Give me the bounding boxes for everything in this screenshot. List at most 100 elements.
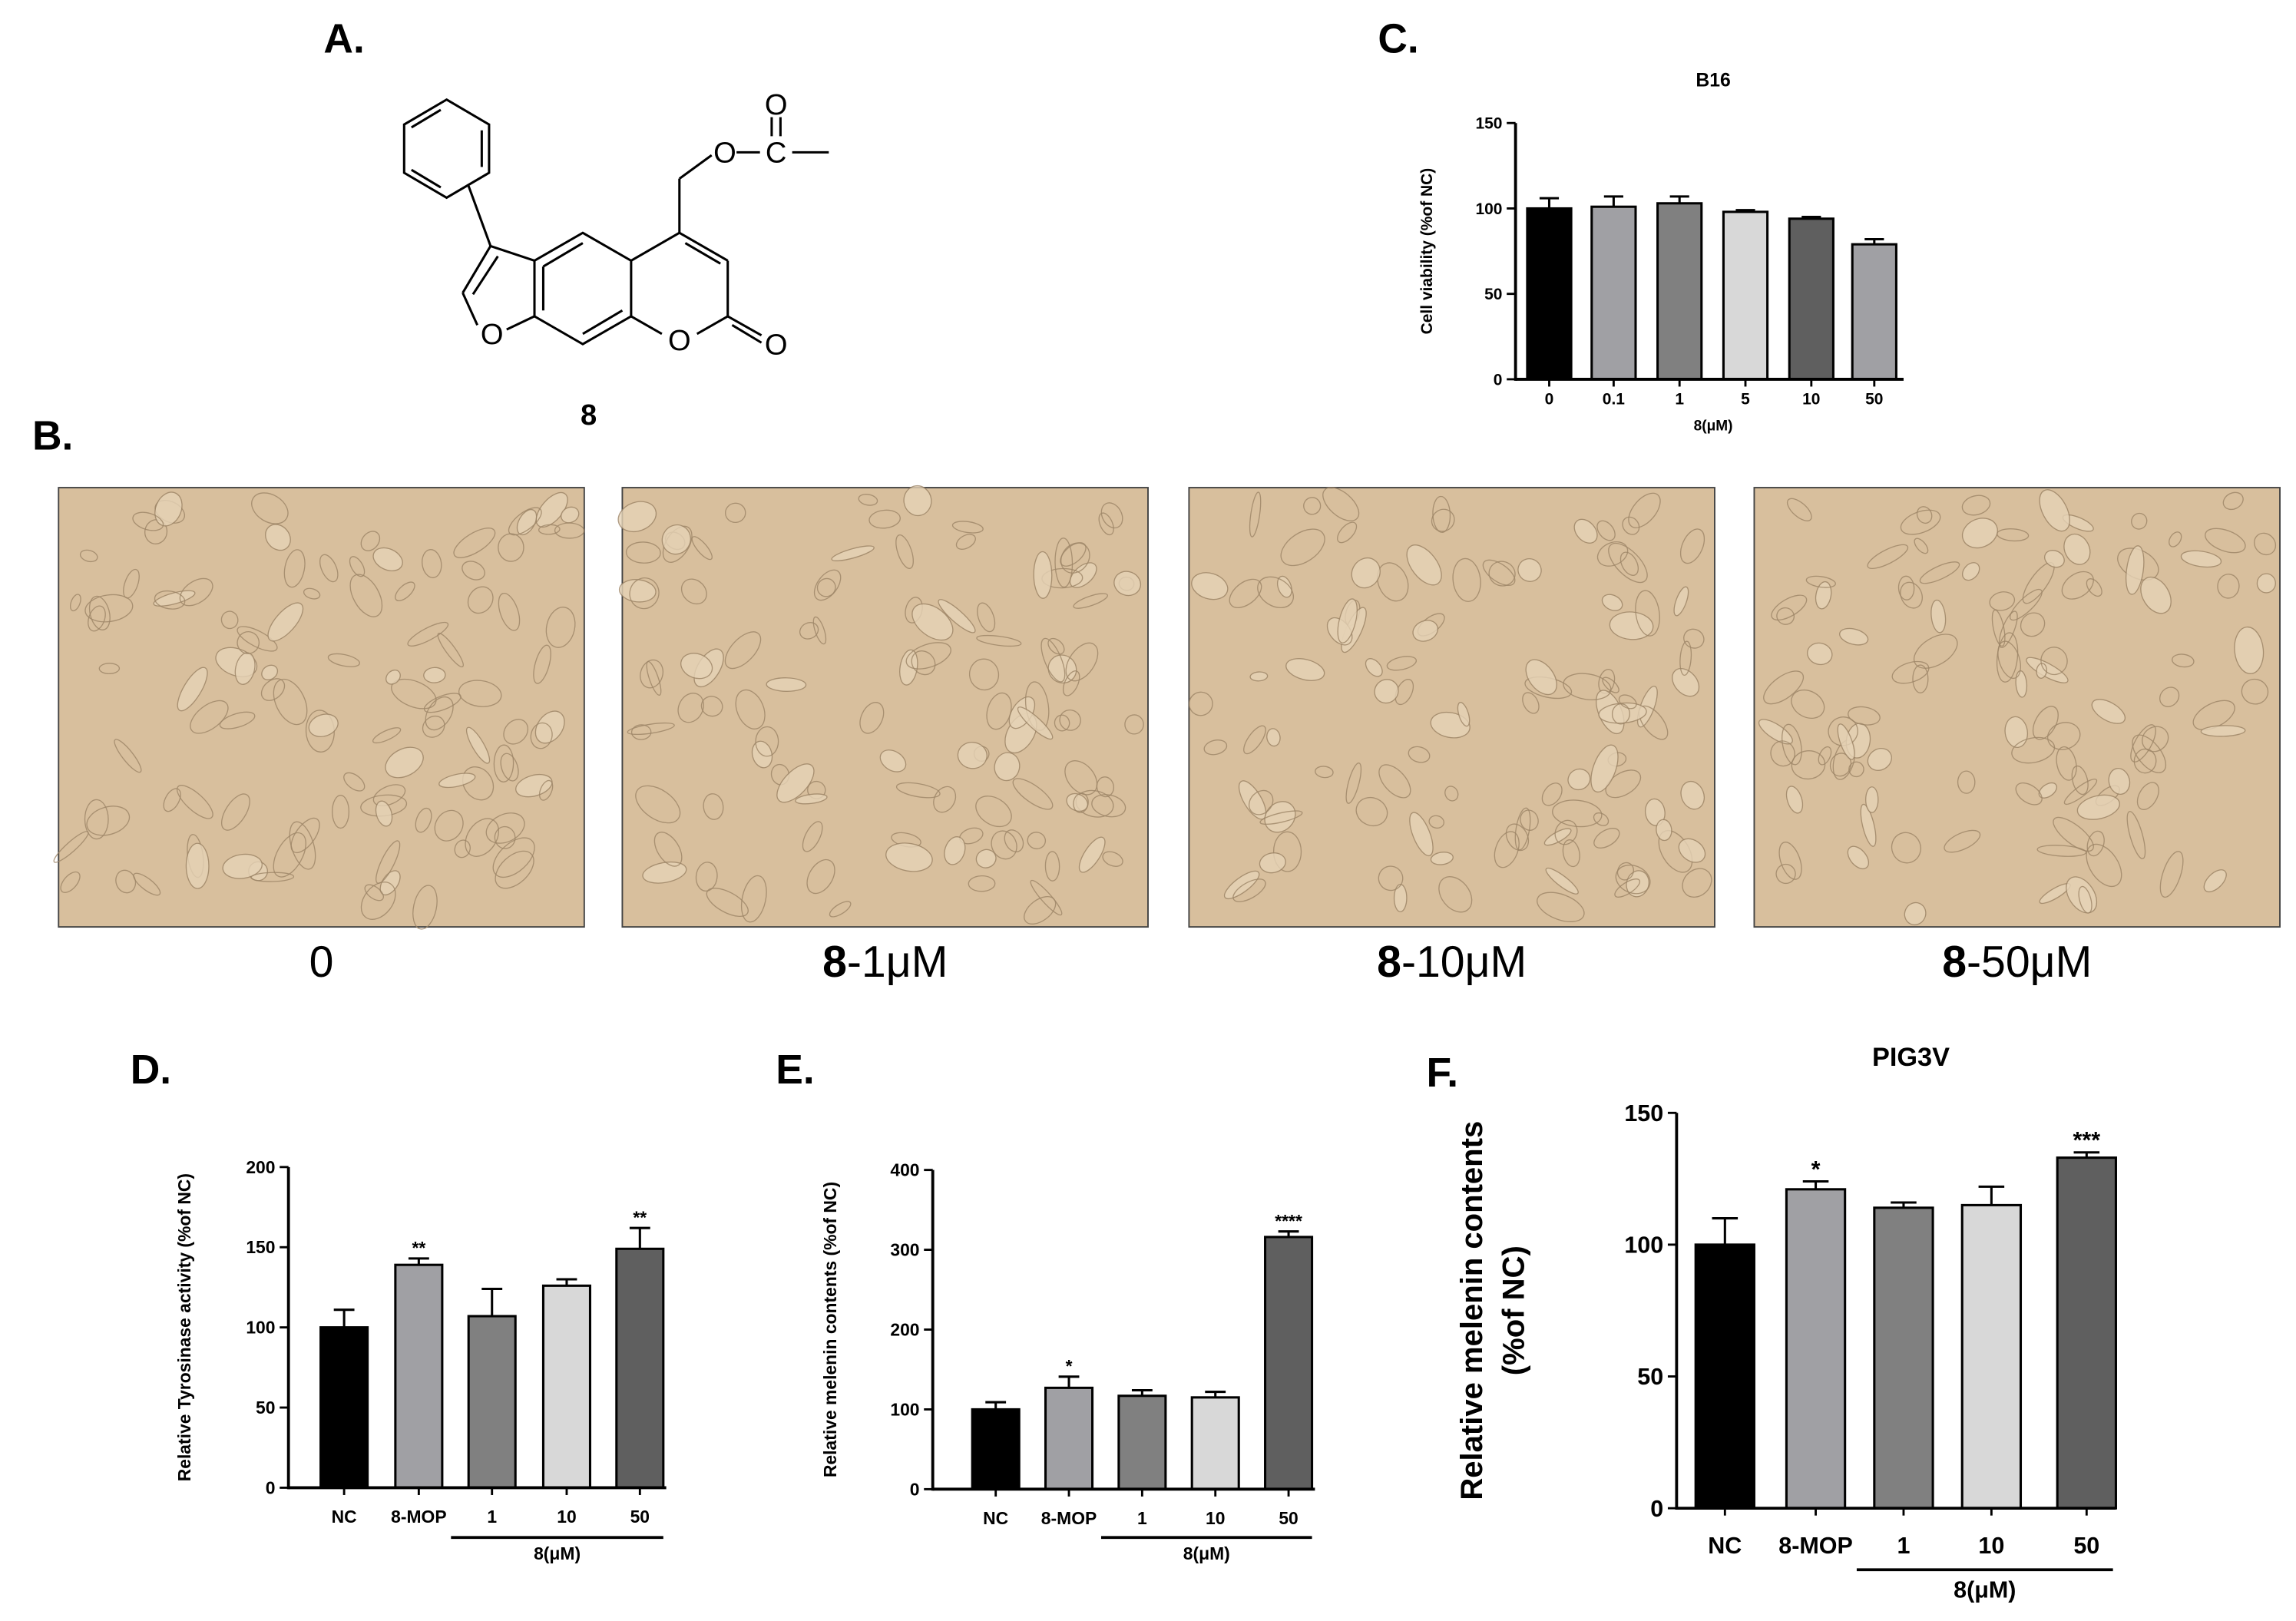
cell bbox=[395, 581, 415, 602]
cell bbox=[190, 700, 229, 734]
image-label: 8-50μM bbox=[1942, 938, 2092, 987]
cell bbox=[1957, 770, 1976, 794]
bar bbox=[1960, 1203, 2023, 1510]
cell bbox=[283, 549, 306, 588]
cell bbox=[885, 842, 933, 872]
cell bbox=[1904, 901, 1927, 926]
cell bbox=[1264, 801, 1296, 833]
x-tick-label: 8-MOP bbox=[391, 1507, 446, 1527]
cell bbox=[1517, 558, 1542, 582]
cell bbox=[944, 836, 966, 865]
cell bbox=[724, 631, 762, 670]
significance: ** bbox=[412, 1238, 425, 1258]
y-axis-label: Relative Tyrosinase activity (%of NC) bbox=[174, 1173, 194, 1481]
cell bbox=[640, 659, 664, 689]
cell bbox=[308, 713, 339, 738]
cell bbox=[700, 696, 723, 717]
cell bbox=[1805, 575, 1836, 588]
cell bbox=[2056, 746, 2077, 781]
cell bbox=[1428, 815, 1444, 829]
cell bbox=[289, 821, 316, 870]
cell bbox=[1989, 591, 2016, 611]
x-tick-label: 8-MOP bbox=[1041, 1508, 1097, 1528]
cell bbox=[1771, 594, 1808, 621]
cell bbox=[234, 652, 256, 685]
cell bbox=[1452, 557, 1481, 602]
dose: -10μM bbox=[1401, 938, 1527, 987]
cell bbox=[1054, 538, 1074, 588]
cell bbox=[153, 590, 196, 607]
cell bbox=[1680, 780, 1705, 810]
cell bbox=[332, 794, 350, 829]
cell bbox=[438, 772, 476, 789]
cell bbox=[1562, 839, 1580, 868]
cell bbox=[895, 782, 941, 799]
cell bbox=[1672, 668, 1700, 697]
cell bbox=[740, 875, 767, 923]
cell bbox=[2040, 647, 2068, 676]
significance: **** bbox=[1275, 1211, 1302, 1231]
cell bbox=[494, 825, 516, 849]
cell bbox=[533, 644, 551, 684]
cell bbox=[1406, 544, 1442, 586]
y-axis-label: (%of NC) bbox=[1497, 1246, 1530, 1375]
cell bbox=[1355, 796, 1388, 827]
cell bbox=[1914, 538, 1929, 554]
cell bbox=[1848, 706, 1881, 726]
cell bbox=[911, 650, 936, 676]
bar bbox=[971, 1408, 1021, 1490]
cell bbox=[1078, 836, 1106, 873]
cell bbox=[1593, 812, 1610, 826]
cell bbox=[1102, 851, 1123, 867]
cell bbox=[1775, 863, 1796, 885]
cell bbox=[1758, 719, 1793, 745]
cell bbox=[133, 872, 161, 896]
image-label: 8-10μM bbox=[1377, 938, 1527, 987]
cell bbox=[360, 882, 396, 920]
panel-label: F. bbox=[1427, 1050, 1459, 1096]
bar bbox=[319, 1326, 369, 1489]
cell bbox=[467, 586, 494, 614]
x-tick-label: 1 bbox=[487, 1507, 497, 1527]
y-tick-label: 150 bbox=[246, 1237, 275, 1257]
cell bbox=[453, 528, 496, 558]
cell bbox=[1064, 760, 1098, 796]
cell bbox=[1374, 679, 1399, 704]
compound-number: 8 bbox=[1377, 938, 1401, 987]
cell bbox=[1961, 518, 1998, 549]
cell bbox=[2020, 612, 2046, 637]
cell bbox=[1848, 761, 1864, 778]
cell bbox=[2063, 778, 2098, 806]
atom: O bbox=[765, 88, 788, 121]
cell bbox=[498, 592, 521, 631]
cell bbox=[1012, 778, 1054, 810]
cell bbox=[177, 667, 208, 712]
cell bbox=[630, 724, 652, 740]
cell bbox=[653, 832, 683, 867]
cell bbox=[1770, 740, 1795, 767]
x-tick-label: 50 bbox=[1865, 390, 1883, 408]
bar bbox=[1656, 202, 1703, 381]
cell bbox=[163, 788, 181, 812]
cell bbox=[2076, 794, 2120, 820]
cell bbox=[434, 809, 464, 842]
cell bbox=[1930, 599, 1947, 634]
cell bbox=[222, 853, 263, 879]
cell bbox=[2039, 489, 2070, 532]
cell bbox=[1337, 598, 1358, 643]
cell bbox=[1259, 852, 1286, 874]
cell bbox=[458, 680, 502, 707]
cell bbox=[1596, 520, 1616, 541]
cell bbox=[530, 722, 553, 749]
cell bbox=[1223, 870, 1260, 900]
cell bbox=[2047, 722, 2081, 750]
cell bbox=[1059, 709, 1081, 731]
cell bbox=[515, 773, 553, 798]
atom: O bbox=[481, 318, 504, 351]
cell bbox=[1807, 642, 1833, 666]
cell bbox=[1505, 823, 1530, 852]
cell bbox=[1913, 634, 1958, 669]
panel-label: A. bbox=[323, 17, 364, 62]
cell bbox=[267, 602, 304, 642]
